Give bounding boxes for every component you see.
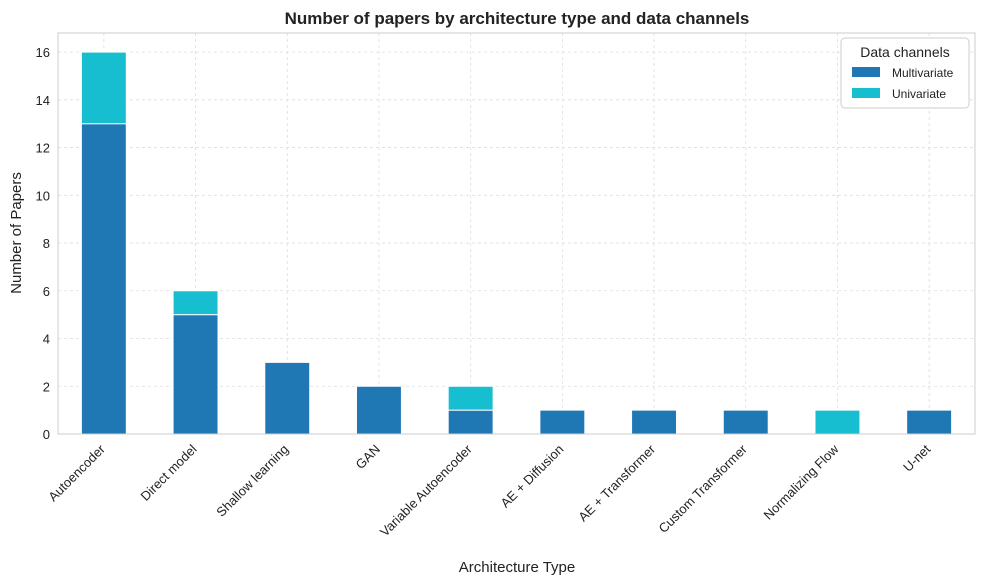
legend-title: Data channels — [860, 44, 950, 60]
x-tick-label: Autoencoder — [45, 441, 108, 504]
x-axis-ticks: Autoencoder Direct model Shallow learning G… — [45, 441, 933, 539]
x-tick-label: Shallow learning — [213, 442, 291, 520]
bar-multivariate-3 — [355, 385, 402, 435]
y-tick-label: 16 — [36, 45, 50, 60]
y-axis-ticks: 0 2 4 6 8 10 12 14 16 — [36, 45, 50, 442]
legend-items: Multivariate Univariate — [852, 66, 954, 101]
x-tick-label: AE + Diffusion — [498, 442, 567, 511]
bar-univariate-0 — [80, 51, 127, 125]
y-tick-label: 6 — [43, 284, 50, 299]
x-tick-label: Custom Transformer — [655, 441, 750, 536]
bar-multivariate-5 — [539, 409, 586, 435]
y-tick-label: 14 — [36, 93, 50, 108]
x-tick-label: Variable Autoencoder — [377, 441, 475, 539]
bar-multivariate-9 — [906, 409, 953, 435]
y-tick-label: 2 — [43, 379, 50, 394]
bar-univariate-1 — [172, 290, 219, 316]
y-tick-label: 10 — [36, 188, 50, 203]
legend-label-univariate: Univariate — [892, 87, 946, 101]
plot-frame — [57, 32, 976, 435]
bar-multivariate-4 — [447, 409, 494, 435]
plot-area — [57, 32, 976, 435]
x-tick-label: Normalizing Flow — [760, 441, 842, 523]
y-tick-label: 0 — [43, 427, 50, 442]
y-tick-label: 4 — [43, 332, 50, 347]
legend-swatch-multivariate — [852, 67, 880, 77]
x-tick-label: GAN — [353, 442, 384, 473]
legend: Data channels Multivariate Univariate — [840, 37, 970, 109]
x-tick-label: AE + Transformer — [575, 441, 658, 524]
y-tick-label: 12 — [36, 141, 50, 156]
grid — [58, 33, 975, 435]
bar-multivariate-0 — [80, 123, 127, 435]
bar-multivariate-6 — [631, 409, 678, 435]
y-axis-label: Number of Papers — [8, 172, 25, 294]
bar-multivariate-1 — [172, 314, 219, 435]
x-tick-label: Direct model — [137, 441, 199, 503]
legend-swatch-univariate — [852, 88, 880, 98]
x-tick-label: U-net — [900, 441, 933, 474]
y-tick-label: 8 — [43, 236, 50, 251]
bar-univariate-8 — [814, 409, 861, 435]
chart-title: Number of papers by architecture type an… — [285, 9, 750, 28]
bar-multivariate-7 — [722, 409, 769, 435]
bars — [80, 51, 953, 435]
bar-univariate-4 — [447, 385, 494, 411]
x-axis-label: Architecture Type — [459, 559, 575, 576]
bar-multivariate-2 — [264, 361, 311, 435]
legend-label-multivariate: Multivariate — [892, 66, 954, 80]
